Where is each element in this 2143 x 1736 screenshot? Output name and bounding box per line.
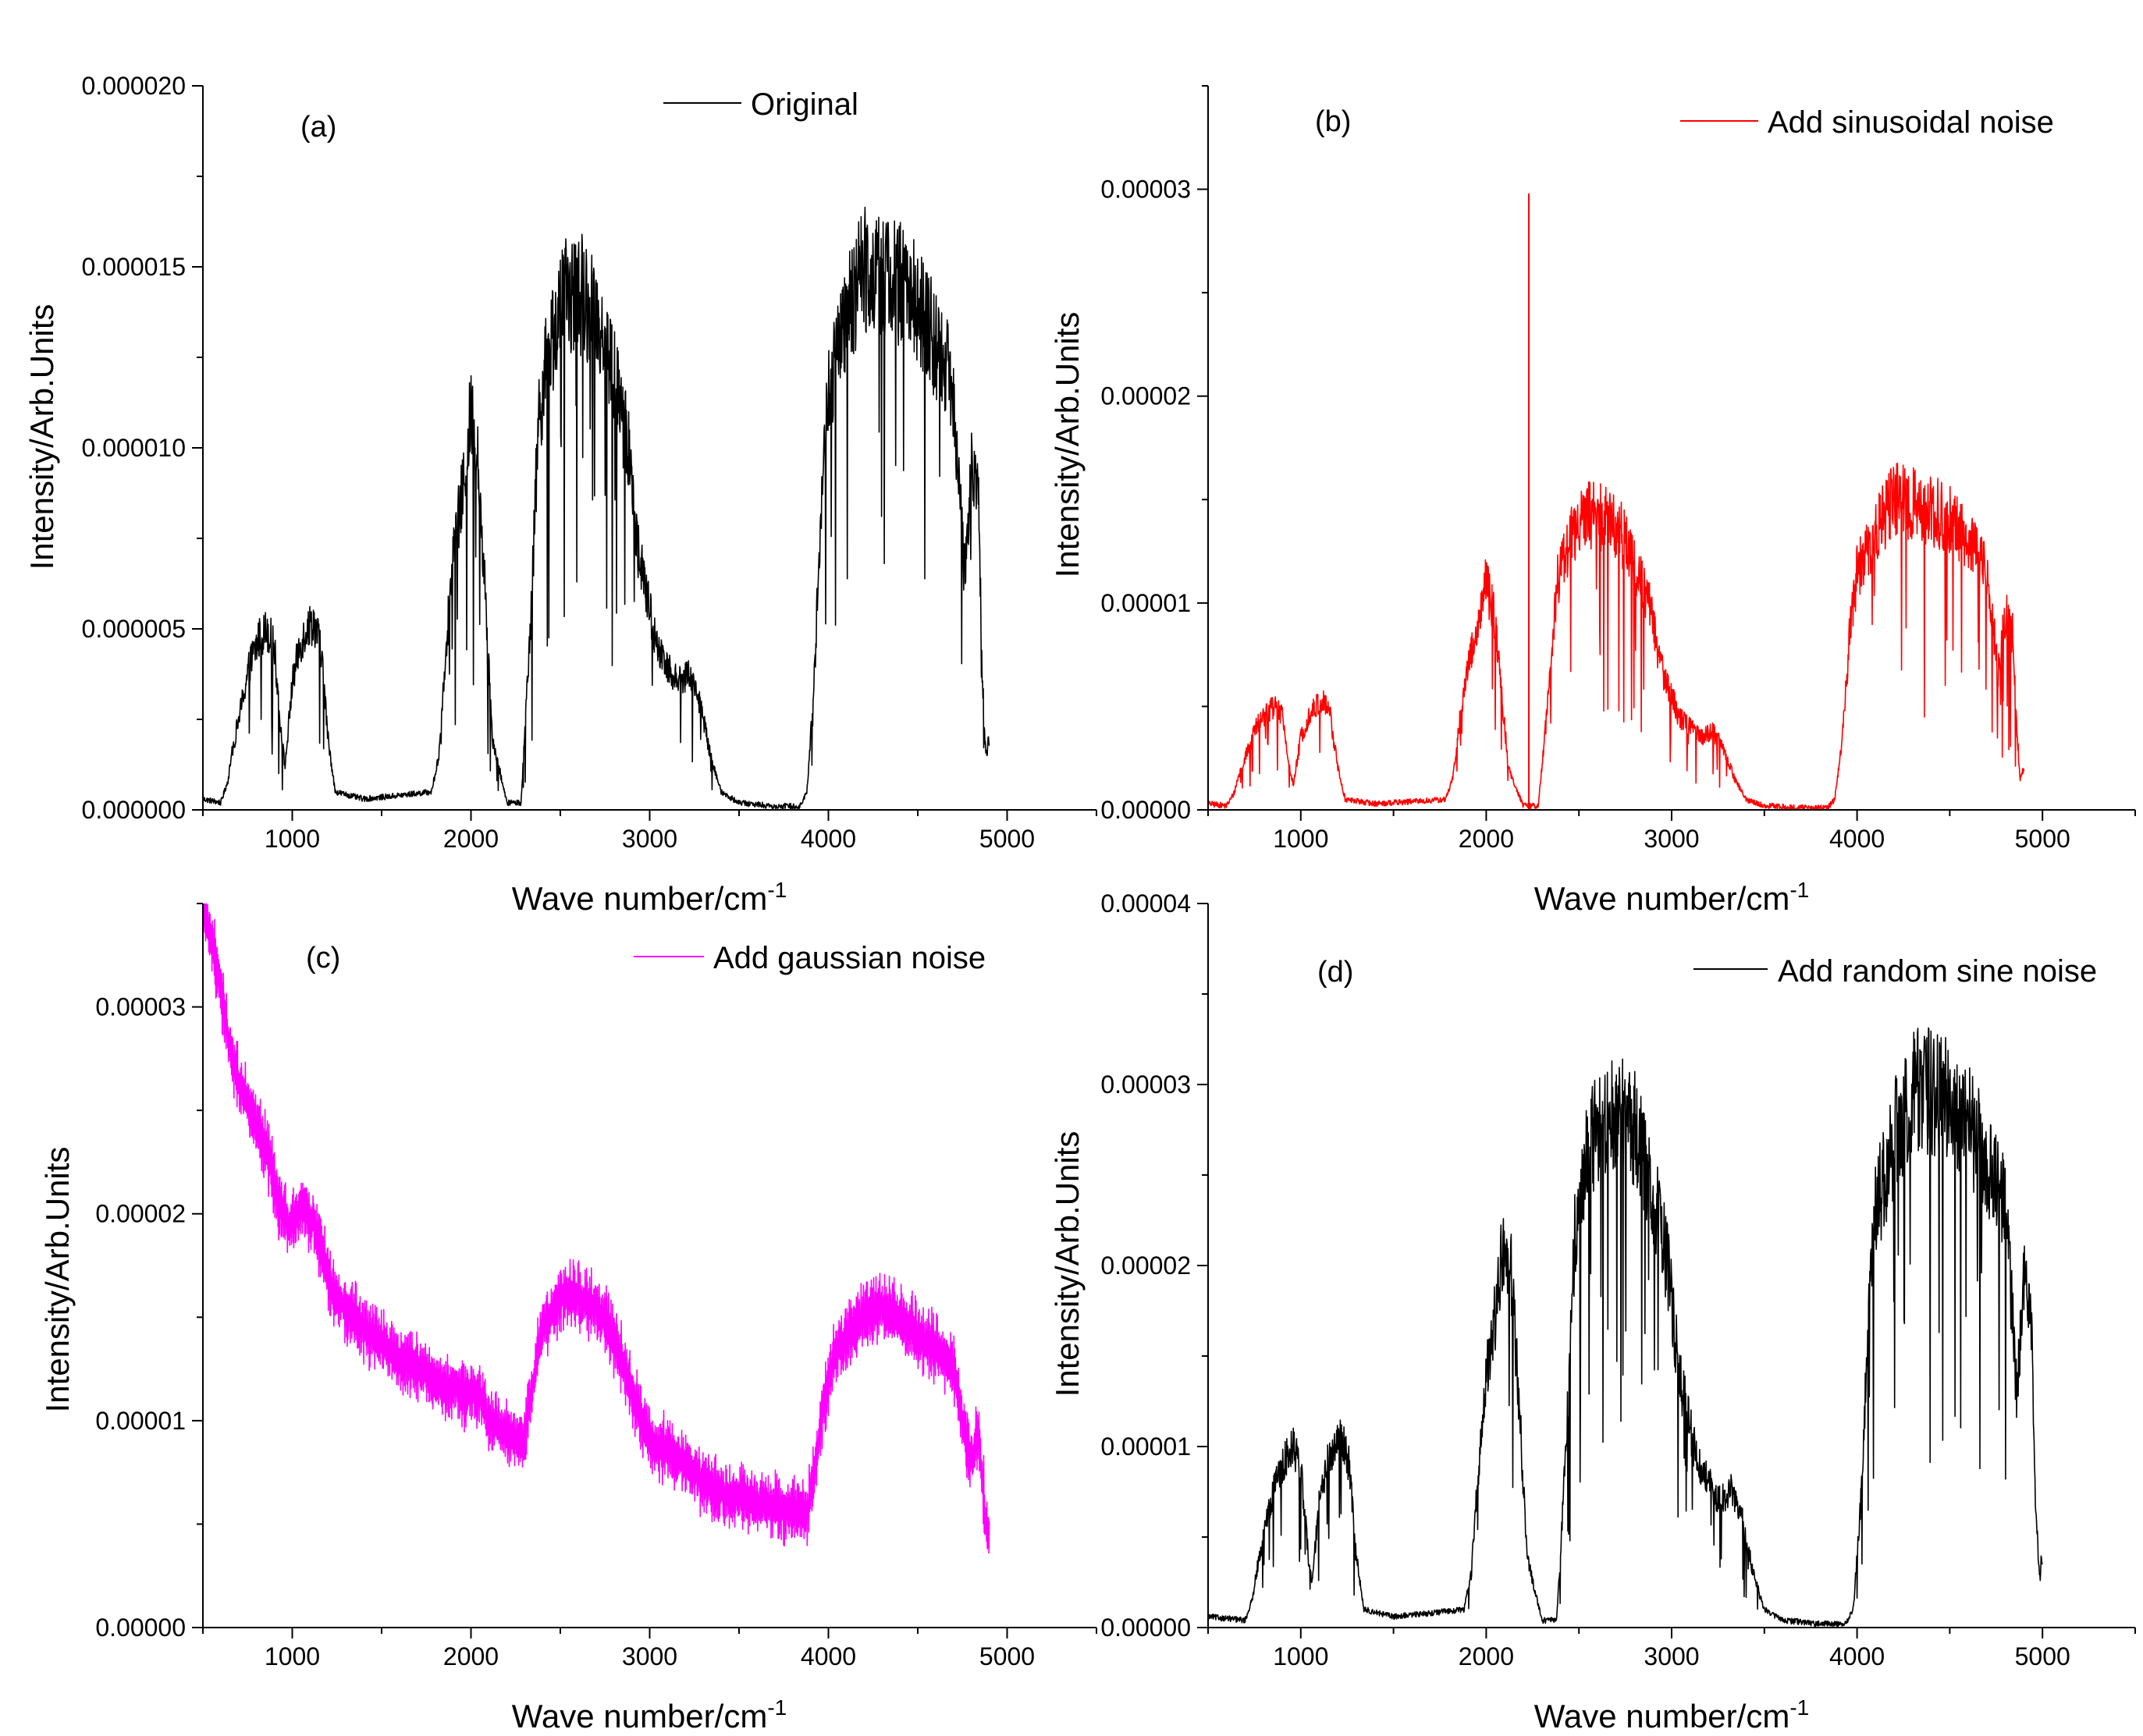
y-tick-label: 0.00003: [95, 993, 186, 1021]
spectrum-line: [203, 904, 990, 1554]
spectrum-line: [203, 206, 990, 810]
x-tick-label: 3000: [622, 825, 677, 853]
panel-a-x-title: Wave number/cm-1: [512, 878, 787, 917]
panel-b: 1000 2000 3000 4000 5000 0.00000 0.00001 0.0000…: [1049, 85, 2136, 917]
panel-a-ticks: 1000 2000 3000 4000 5000 0.000000 0.000005 0.00…: [82, 72, 1097, 853]
panel-a-y-title: Intensity/Arb.Units: [23, 304, 60, 570]
panel-c-label: (c): [306, 942, 340, 975]
y-tick-label: 0.00002: [1100, 382, 1191, 410]
y-tick-label: 0.00003: [1100, 1070, 1191, 1099]
panel-a: 1000 2000 3000 4000 5000 0.000000 0.000005 0.00…: [23, 72, 1097, 917]
x-tick-label: 2000: [443, 825, 499, 853]
x-tick-label: 2000: [1459, 825, 1514, 853]
panel-a-legend-text: Original: [751, 87, 858, 122]
x-tick-label: 2000: [1459, 1642, 1514, 1670]
y-tick-label: 0.00004: [1100, 889, 1191, 918]
y-tick-label: 0.00001: [1100, 1432, 1191, 1461]
y-tick-label: 0.000020: [82, 72, 186, 100]
panel-b-y-title: Intensity/Arb.Units: [1049, 312, 1086, 578]
x-tick-label: 5000: [2015, 825, 2070, 853]
x-tick-label: 1000: [265, 825, 320, 853]
x-tick-label: 4000: [1829, 825, 1885, 853]
x-tick-label: 4000: [801, 1642, 856, 1670]
panel-b-ticks: 1000 2000 3000 4000 5000 0.00000 0.00001 0.0000…: [1100, 85, 2136, 853]
panel-c-series: [203, 904, 990, 1554]
x-tick-label: 1000: [1273, 825, 1328, 853]
x-tick-label: 3000: [1644, 825, 1699, 853]
x-tick-label: 4000: [1829, 1642, 1885, 1670]
x-tick-label: 3000: [622, 1642, 677, 1670]
panel-b-series: [1208, 193, 2025, 810]
x-tick-label: 5000: [979, 825, 1035, 853]
panel-b-x-title: Wave number/cm-1: [1534, 878, 1809, 917]
panel-b-legend-text: Add sinusoidal noise: [1768, 105, 2054, 140]
y-tick-label: 0.000015: [82, 253, 186, 281]
x-tick-label: 1000: [265, 1642, 320, 1670]
panel-b-label: (b): [1315, 105, 1351, 138]
y-tick-label: 0.00001: [95, 1407, 186, 1435]
spectrum-line: [1208, 1027, 2043, 1628]
x-tick-label: 3000: [1644, 1642, 1699, 1670]
panel-a-label: (a): [300, 111, 336, 144]
x-tick-label: 1000: [1273, 1642, 1328, 1670]
panel-a-series: [203, 206, 990, 810]
x-tick-label: 5000: [979, 1642, 1035, 1670]
y-tick-label: 0.000000: [82, 796, 186, 824]
y-tick-label: 0.000005: [82, 615, 186, 643]
panel-d-legend-text: Add random sine noise: [1778, 954, 2097, 989]
y-tick-label: 0.00000: [95, 1614, 186, 1642]
panel-d-ticks: 1000 2000 3000 4000 5000 0.00000 0.00001 0.0000…: [1100, 889, 2136, 1670]
panel-c: 1000 2000 3000 4000 5000 0.00000 0.00001 0.0000…: [39, 903, 1097, 1734]
y-tick-label: 0.00000: [1100, 796, 1191, 824]
panel-d: 1000 2000 3000 4000 5000 0.00000 0.00001 0.0000…: [1049, 889, 2136, 1734]
y-tick-label: 0.00002: [95, 1200, 186, 1228]
x-tick-label: 4000: [801, 825, 856, 853]
spectrum-line: [1208, 463, 2025, 810]
panel-d-x-title: Wave number/cm-1: [1534, 1695, 1809, 1734]
panel-d-label: (d): [1317, 956, 1353, 989]
panel-c-legend-text: Add gaussian noise: [713, 941, 986, 975]
panel-d-y-title: Intensity/Arb.Units: [1049, 1131, 1086, 1397]
y-tick-label: 0.00003: [1100, 176, 1191, 204]
x-tick-label: 2000: [443, 1642, 499, 1670]
y-tick-label: 0.000010: [82, 434, 186, 462]
panel-d-series: [1208, 1027, 2043, 1628]
y-tick-label: 0.00001: [1100, 589, 1191, 617]
y-tick-label: 0.00000: [1100, 1614, 1191, 1642]
y-tick-label: 0.00002: [1100, 1251, 1191, 1280]
panel-c-x-title: Wave number/cm-1: [512, 1695, 787, 1734]
panel-c-y-title: Intensity/Arb.Units: [39, 1147, 76, 1413]
x-tick-label: 5000: [2015, 1642, 2070, 1670]
panel-c-ticks: 1000 2000 3000 4000 5000 0.00000 0.00001 0.0000…: [95, 903, 1097, 1670]
